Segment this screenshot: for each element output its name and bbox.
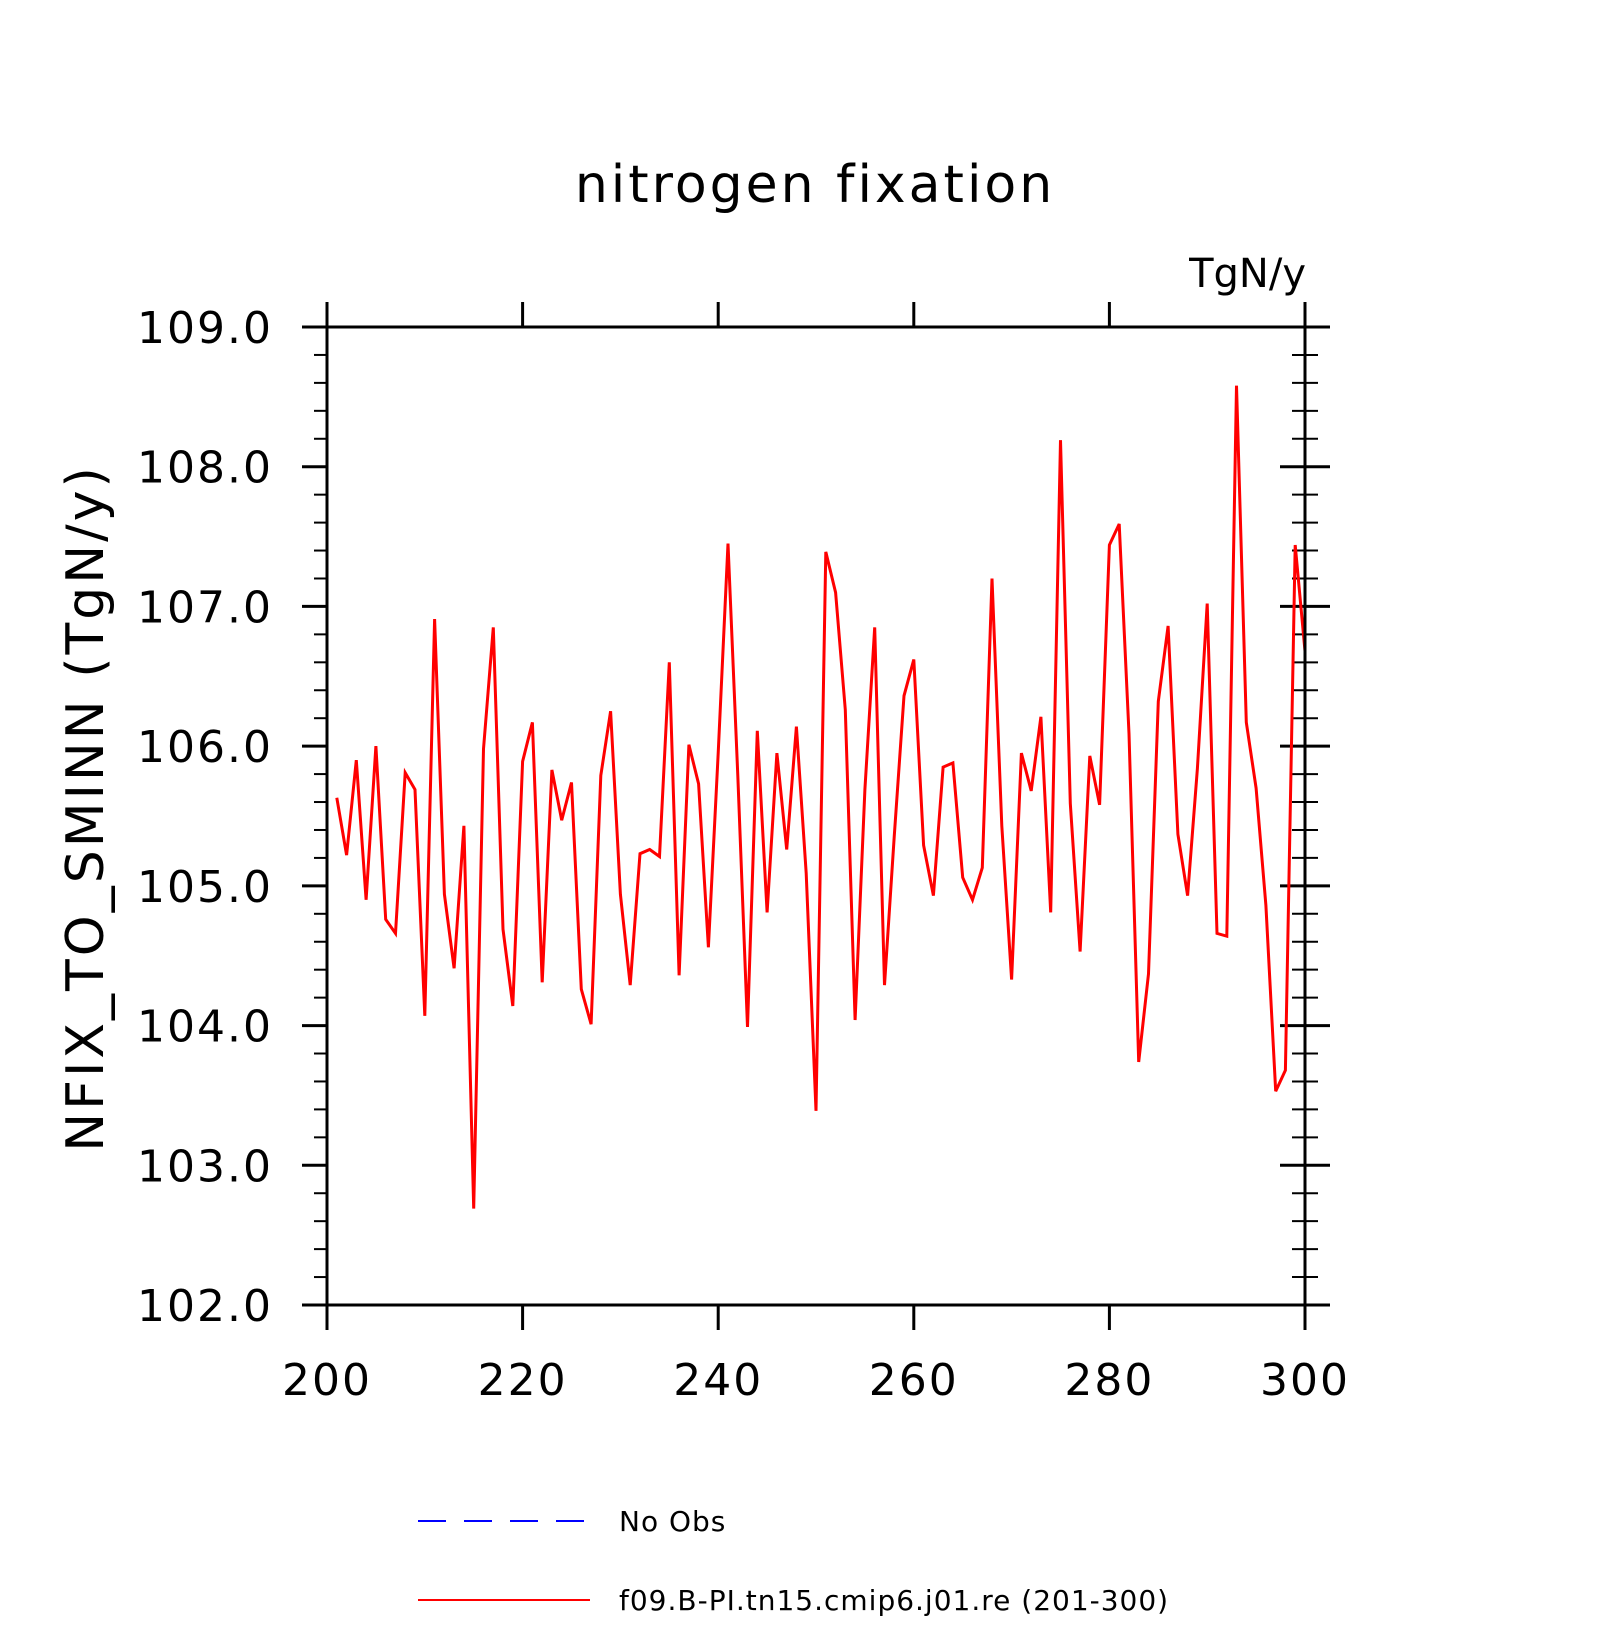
units-label: TgN/y: [1188, 251, 1306, 297]
y-tick-label: 104.0: [137, 1002, 273, 1053]
x-tick-labels: 200 220 240 260 280 300: [282, 1355, 1350, 1406]
x-tick-label: 200: [282, 1355, 372, 1406]
y-tick-labels: 102.0 103.0 104.0 105.0 106.0 107.0 108.0 109.0: [137, 303, 273, 1332]
series-line: [335, 385, 1307, 1209]
legend-label: No Obs: [619, 1505, 726, 1538]
series-layer: [335, 385, 1307, 1209]
legend-label: f09.B-PI.tn15.cmip6.j01.re (201-300): [619, 1584, 1169, 1617]
x-tick-label: 300: [1260, 1355, 1350, 1406]
y-tick-label: 106.0: [137, 722, 273, 773]
y-tick-label: 107.0: [137, 582, 273, 633]
minor-ticks: [314, 353, 1318, 1279]
legend: No Obs f09.B-PI.tn15.cmip6.j01.re (201-30…: [418, 1505, 1169, 1617]
plot-frame: [325, 325, 1307, 1307]
y-tick-label: 103.0: [137, 1141, 273, 1192]
y-tick-label: 109.0: [137, 303, 273, 354]
x-tick-label: 240: [673, 1355, 763, 1406]
y-tick-label: 105.0: [137, 862, 273, 913]
x-tick-label: 220: [478, 1355, 568, 1406]
y-tick-label: 108.0: [137, 443, 273, 494]
chart-title: nitrogen fixation: [575, 155, 1055, 215]
x-tick-label: 260: [869, 1355, 959, 1406]
y-tick-label: 102.0: [137, 1281, 273, 1332]
y-axis-label: NFIX_TO_SMINN (TgN/y): [56, 464, 116, 1152]
x-tick-label: 280: [1064, 1355, 1154, 1406]
